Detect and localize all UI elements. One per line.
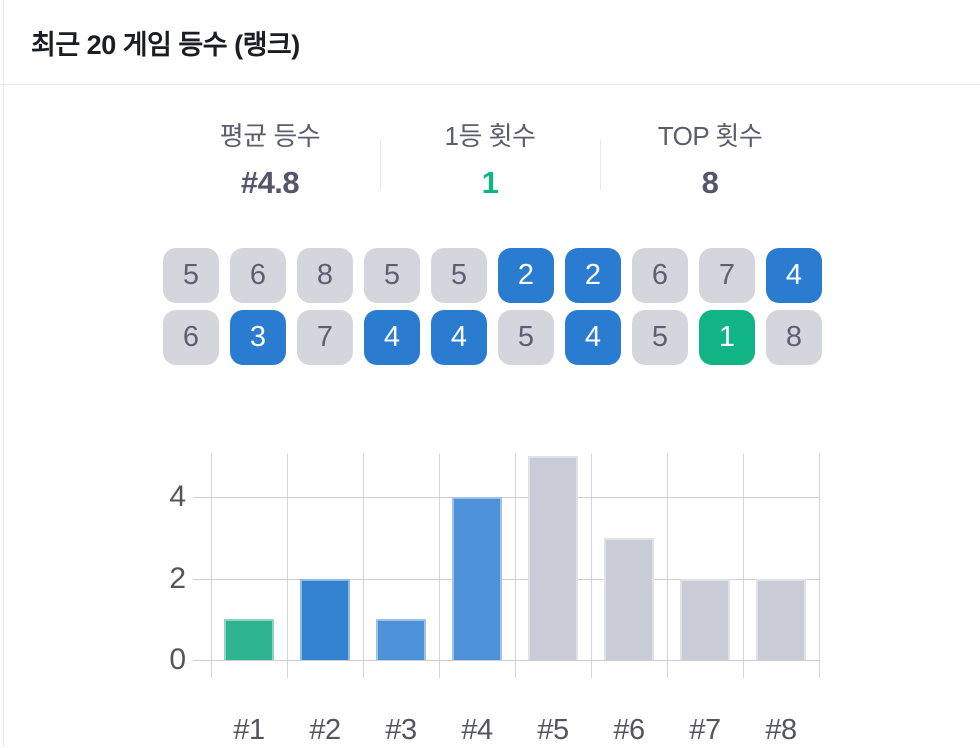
- bar-#6: [604, 537, 654, 660]
- rank-tile: 5: [498, 310, 554, 365]
- stat-label: 평균 등수: [219, 121, 321, 151]
- bar-#7: [680, 578, 730, 660]
- x-axis-tick-label: #5: [537, 714, 569, 746]
- card-header: 최근 20 게임 등수 (랭크): [0, 0, 980, 85]
- rank-tile: 4: [766, 248, 822, 303]
- rank-tile: 2: [498, 248, 554, 303]
- rank-tile: 5: [632, 310, 688, 365]
- chart-gridline-vertical: [591, 454, 592, 678]
- stats-summary: 평균 등수 #4.8 1등 횟수 1 TOP 횟수 8: [160, 108, 820, 204]
- bar-#8: [756, 578, 806, 660]
- chart-gridline-vertical: [211, 454, 212, 678]
- y-axis-tick-label: 2: [169, 561, 186, 595]
- chart-gridline-horizontal: [193, 578, 819, 580]
- y-axis-tick-label: 0: [169, 643, 186, 676]
- rank-distribution-chart: 0 2 4 #1 #2 #3 #4 #5 #6 #7 #8: [0, 430, 980, 746]
- bar-#4: [452, 497, 502, 660]
- bar-#3: [376, 619, 426, 660]
- x-axis-tick-label: #3: [385, 714, 417, 746]
- chart-gridline-vertical: [819, 454, 820, 678]
- x-axis-tick-label: #7: [689, 714, 721, 746]
- rank-tile: 4: [431, 310, 487, 365]
- chart-gridline-vertical: [667, 454, 668, 678]
- rank-tile: 5: [364, 248, 420, 303]
- stat-value: 1: [481, 165, 499, 200]
- stat-average-rank: 평균 등수 #4.8: [160, 108, 380, 204]
- chart-gridline-vertical: [439, 454, 440, 678]
- rank-tile: 8: [297, 248, 353, 303]
- x-axis-tick-label: #4: [461, 714, 493, 746]
- rank-tile: 6: [230, 248, 286, 303]
- x-axis-tick-label: #6: [613, 714, 645, 746]
- chart-gridline-vertical: [515, 454, 516, 678]
- chart-gridline-vertical: [363, 454, 364, 678]
- card-left-border: [3, 0, 4, 746]
- rank-tile: 5: [163, 248, 219, 303]
- rank-tile: 5: [431, 248, 487, 303]
- chart-gridline-horizontal: [193, 497, 819, 498]
- x-axis-tick-label: #2: [309, 714, 341, 746]
- stat-top-count: TOP 횟수 8: [600, 108, 820, 204]
- rank-tile: 6: [163, 310, 219, 365]
- bar-#1: [224, 619, 274, 660]
- rank-tile: 3: [230, 310, 286, 365]
- y-axis-tick-label: 4: [169, 480, 186, 513]
- x-axis-tick-label: #1: [233, 714, 265, 746]
- chart-gridline-vertical: [743, 454, 744, 678]
- stat-label: 1등 횟수: [444, 121, 536, 151]
- rank-tile: 4: [565, 310, 621, 365]
- rank-tile: 6: [632, 248, 688, 303]
- page-title: 최근 20 게임 등수 (랭크): [31, 29, 300, 60]
- stat-value: #4.8: [240, 165, 300, 200]
- chart-gridline-horizontal: [193, 660, 819, 661]
- stat-value: 8: [701, 165, 719, 200]
- bar-#2: [300, 578, 350, 660]
- rank-tile: 8: [766, 310, 822, 365]
- rank-tile: 4: [364, 310, 420, 365]
- rank-tile: 2: [565, 248, 621, 303]
- rank-tile: 7: [699, 248, 755, 303]
- stat-label: TOP 횟수: [657, 121, 763, 151]
- rank-tile: 7: [297, 310, 353, 365]
- bar-#5: [528, 456, 578, 660]
- chart-gridline-vertical: [287, 454, 288, 678]
- rank-tile: 1: [699, 310, 755, 365]
- x-axis-tick-label: #8: [765, 714, 797, 746]
- stat-first-place-count: 1등 횟수 1: [380, 108, 600, 204]
